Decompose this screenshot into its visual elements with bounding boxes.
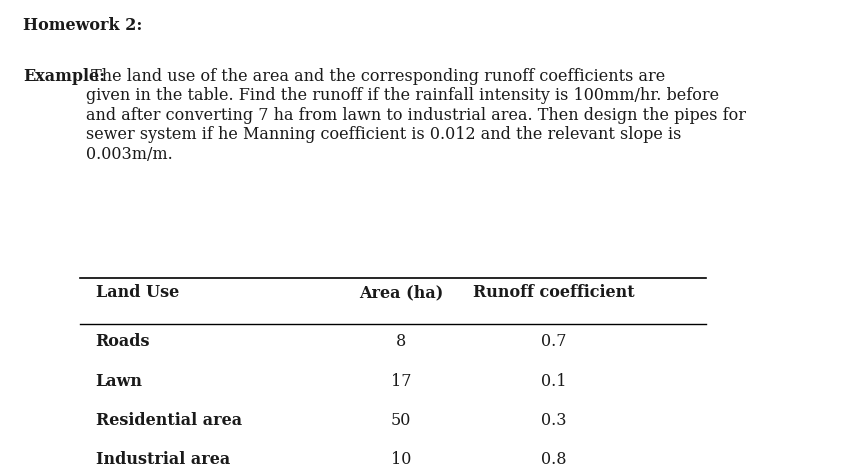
Text: Example:: Example:	[23, 68, 106, 85]
Text: 10: 10	[391, 451, 411, 469]
Text: Runoff coefficient: Runoff coefficient	[473, 284, 634, 301]
Text: 0.1: 0.1	[541, 373, 566, 390]
Text: 0.8: 0.8	[541, 451, 566, 469]
Text: Area (ha): Area (ha)	[359, 284, 443, 301]
Text: Lawn: Lawn	[96, 373, 143, 390]
Text: 8: 8	[396, 333, 406, 350]
Text: Industrial area: Industrial area	[96, 451, 230, 469]
Text: Land Use: Land Use	[96, 284, 179, 301]
Text: Homework 2:: Homework 2:	[23, 17, 143, 34]
Text: Residential area: Residential area	[96, 412, 242, 429]
Text: The land use of the area and the corresponding runoff coefficients are
given in : The land use of the area and the corresp…	[85, 68, 746, 163]
Text: 0.3: 0.3	[541, 412, 566, 429]
Text: 0.7: 0.7	[541, 333, 566, 350]
Text: 50: 50	[391, 412, 411, 429]
Text: Roads: Roads	[96, 333, 151, 350]
Text: 17: 17	[391, 373, 411, 390]
